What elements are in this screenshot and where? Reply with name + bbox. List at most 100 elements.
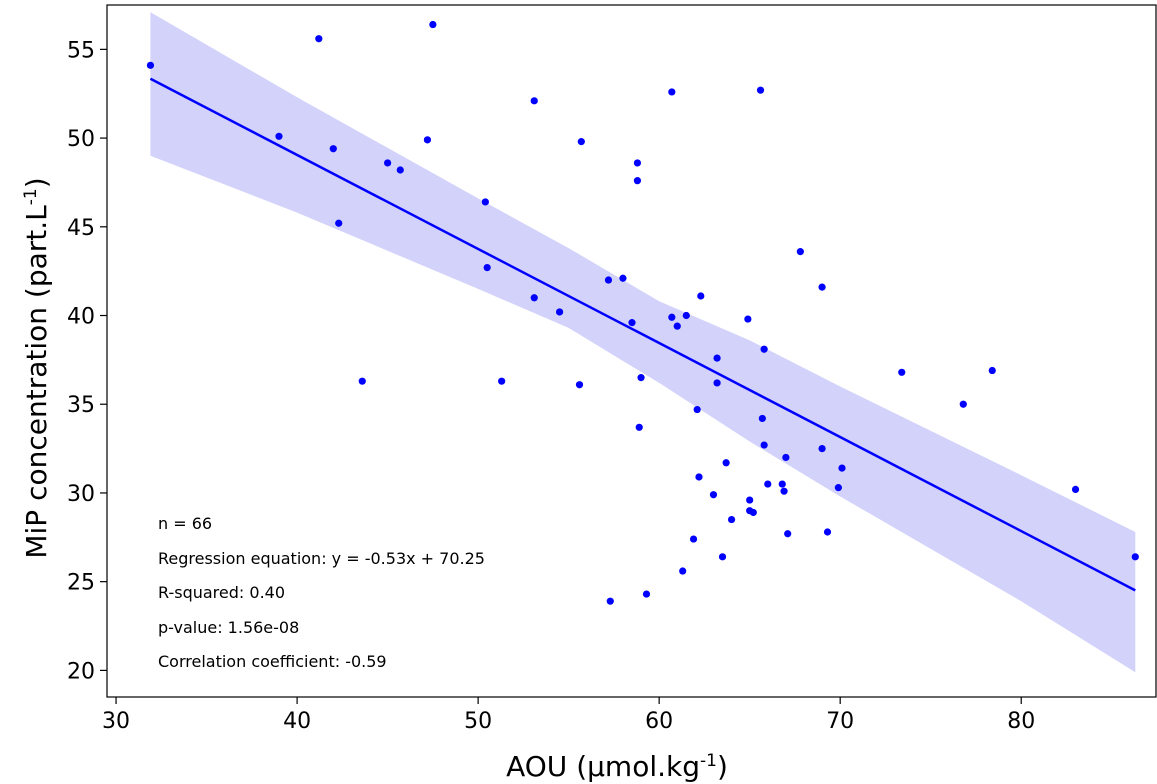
data-point — [780, 487, 788, 495]
data-point — [673, 322, 681, 330]
data-point — [329, 145, 337, 153]
y-axis-title: MiP concentration (part.L-1) — [20, 177, 53, 558]
data-point — [668, 88, 676, 96]
data-point — [619, 274, 627, 282]
data-point — [1071, 485, 1080, 493]
x-tick-label: 50 — [464, 709, 492, 734]
data-point — [796, 248, 804, 256]
stats-annotation: n = 66 Regression equation: y = -0.53x +… — [158, 514, 485, 671]
y-tick-label: 45 — [67, 216, 95, 241]
x-axis-title: AOU (µmol.kg-1) — [506, 750, 728, 783]
y-tick-label: 20 — [67, 659, 95, 684]
data-point — [633, 177, 642, 185]
confidence-band — [150, 12, 1136, 673]
data-point — [335, 219, 343, 227]
data-point — [693, 405, 701, 414]
data-point — [682, 311, 690, 320]
data-point — [575, 381, 584, 389]
y-tick-label: 25 — [67, 571, 95, 596]
data-point — [315, 35, 323, 43]
y-tick-label: 35 — [67, 393, 95, 418]
data-point — [635, 423, 643, 431]
data-point — [722, 459, 730, 467]
data-point — [275, 132, 283, 140]
x-tick-label: 30 — [102, 709, 130, 734]
data-point — [818, 444, 826, 453]
data-point — [530, 97, 538, 105]
data-point — [384, 159, 392, 167]
y-tick-label: 55 — [67, 38, 95, 63]
data-point — [898, 368, 906, 376]
data-point — [642, 590, 651, 598]
stat-regression-equation: Regression equation: y = -0.53x + 70.25 — [158, 549, 485, 568]
data-point — [756, 86, 765, 94]
y-tick-label: 50 — [67, 127, 95, 152]
data-point — [744, 315, 752, 323]
x-axis-title-superscript: -1 — [700, 751, 717, 771]
data-point — [838, 464, 846, 472]
data-point — [481, 198, 489, 206]
data-point — [713, 354, 721, 362]
data-point — [695, 473, 703, 481]
data-point — [628, 319, 636, 327]
plot-area — [146, 12, 1139, 673]
data-point — [668, 313, 676, 321]
data-point — [358, 377, 366, 385]
data-points — [146, 20, 1139, 605]
y-tick-label: 30 — [67, 482, 95, 507]
data-point — [697, 292, 705, 300]
data-point — [749, 508, 757, 517]
data-point — [760, 441, 768, 449]
data-point — [764, 480, 772, 488]
regression-line — [149, 77, 1136, 592]
data-point — [423, 136, 432, 144]
y-axis-title-main: MiP concentration (part.L — [20, 205, 53, 559]
x-axis-ticks: 30 40 50 60 70 80 — [102, 697, 1035, 734]
data-point — [679, 567, 687, 575]
data-point — [709, 491, 718, 499]
data-point — [555, 308, 564, 316]
stat-n: n = 66 — [158, 514, 212, 533]
y-axis-title-end: ) — [20, 177, 53, 188]
data-point — [782, 453, 790, 462]
data-point — [689, 535, 698, 543]
data-point — [396, 166, 404, 174]
data-point — [146, 61, 155, 69]
x-axis-title-end: ) — [717, 750, 728, 783]
data-point — [818, 283, 826, 291]
data-point — [959, 400, 967, 408]
x-tick-label: 70 — [826, 709, 854, 734]
data-point — [637, 374, 645, 382]
data-point — [1131, 553, 1139, 561]
data-point — [778, 480, 786, 488]
data-point — [760, 345, 768, 353]
x-tick-label: 60 — [645, 709, 673, 734]
data-point — [713, 379, 721, 387]
data-point — [633, 159, 642, 167]
data-point — [727, 515, 736, 524]
data-point — [718, 553, 727, 561]
plot-frame — [106, 4, 1157, 698]
data-point — [784, 530, 792, 538]
data-point — [429, 20, 437, 29]
data-point — [758, 414, 766, 423]
data-point — [834, 484, 842, 492]
y-tick-label: 40 — [67, 305, 95, 330]
stat-correlation: Correlation coefficient: -0.59 — [158, 652, 387, 671]
data-point — [498, 377, 506, 385]
data-point — [530, 294, 538, 302]
data-point — [746, 496, 754, 504]
x-tick-label: 80 — [1007, 709, 1035, 734]
stat-r-squared: R-squared: 0.40 — [158, 583, 285, 602]
x-axis-title-main: AOU (µmol.kg — [506, 750, 700, 783]
data-point — [823, 528, 832, 536]
y-axis-ticks: 20 25 30 35 40 45 50 55 — [67, 38, 107, 684]
data-point — [577, 138, 585, 146]
data-point — [988, 366, 996, 375]
data-point — [483, 264, 491, 272]
y-axis-title-superscript: -1 — [21, 188, 41, 205]
data-point — [604, 276, 613, 284]
data-point — [606, 597, 614, 605]
x-tick-label: 40 — [283, 709, 311, 734]
